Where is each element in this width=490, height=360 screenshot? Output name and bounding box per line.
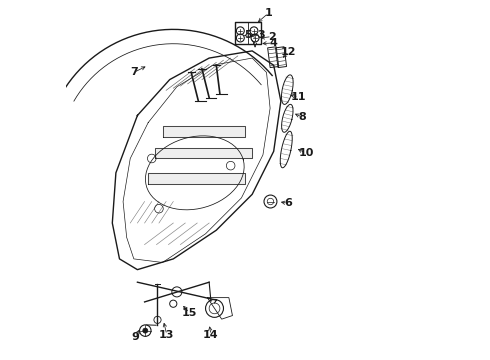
Text: 1: 1 bbox=[265, 8, 272, 18]
Text: 8: 8 bbox=[298, 112, 306, 122]
Text: 2: 2 bbox=[268, 32, 276, 41]
Text: 14: 14 bbox=[203, 330, 219, 340]
Circle shape bbox=[143, 328, 148, 333]
Text: 5: 5 bbox=[244, 30, 252, 40]
Text: 10: 10 bbox=[298, 148, 314, 158]
Text: 15: 15 bbox=[182, 308, 197, 318]
Text: 4: 4 bbox=[269, 38, 277, 48]
Text: 12: 12 bbox=[281, 46, 296, 57]
Text: 3: 3 bbox=[257, 30, 265, 40]
Text: 13: 13 bbox=[159, 330, 174, 340]
Text: 11: 11 bbox=[291, 92, 307, 102]
Text: 6: 6 bbox=[284, 198, 292, 208]
Text: 9: 9 bbox=[132, 332, 140, 342]
Text: 7: 7 bbox=[130, 67, 138, 77]
